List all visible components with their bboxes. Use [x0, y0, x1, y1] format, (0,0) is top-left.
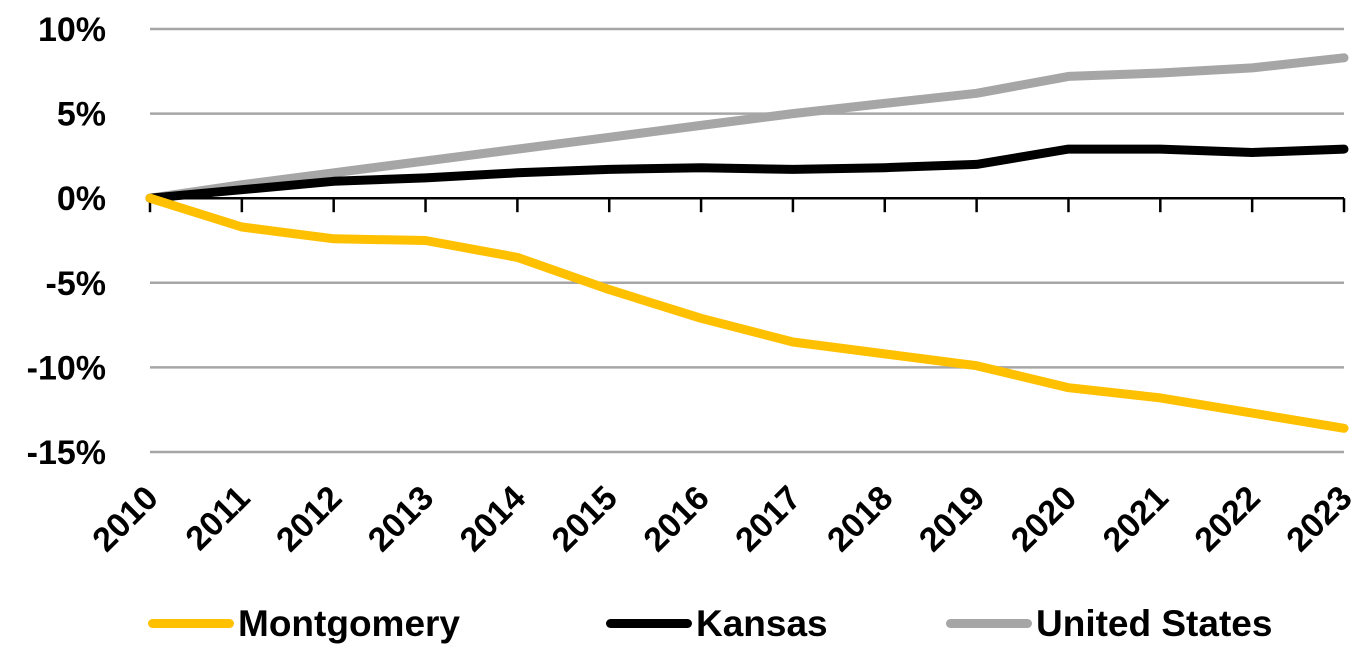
- series-line-montgomery: [145, 193, 1349, 433]
- x-tick-label: 2022: [1187, 479, 1267, 559]
- x-tick-label: 2011: [178, 479, 257, 558]
- y-tick-label: 5%: [57, 96, 106, 134]
- legend-item-montgomery: Montgomery: [148, 600, 460, 647]
- legend-label-kansas: Kansas: [696, 602, 828, 644]
- series-line-kansas: [145, 144, 1349, 203]
- x-tick-label: 2014: [453, 479, 533, 559]
- x-tick-label: 2019: [912, 479, 992, 559]
- x-tick-label: 2017: [728, 479, 808, 559]
- series-lines: [145, 53, 1349, 433]
- y-tick-label: -5%: [46, 265, 106, 303]
- y-tick-label: 10%: [38, 11, 106, 49]
- line-chart: 10%5%0%-5%-10%-15% 2010 2011 2012 2013 2014 2…: [27, 11, 1355, 559]
- x-tick-label: 2015: [545, 479, 625, 559]
- legend-item-kansas: Kansas: [606, 600, 828, 647]
- y-tick-label: -15%: [27, 434, 106, 472]
- gridlines: [150, 27, 1344, 454]
- x-tick-label: 2010: [85, 479, 165, 559]
- y-axis-labels: 10% 5% 0% -5% -10% -15%: [27, 11, 106, 472]
- series-line-united-states: [145, 53, 1349, 203]
- x-tick-label: 2012: [269, 479, 349, 559]
- legend: Montgomery Kansas United States: [0, 600, 1355, 647]
- x-tick-label: 2016: [636, 479, 716, 559]
- legend-swatch-montgomery: [148, 619, 234, 628]
- x-tick-label: 2021: [1096, 479, 1176, 559]
- x-tick-label: 2018: [820, 479, 900, 559]
- legend-swatch-united-states: [946, 619, 1032, 628]
- y-tick-label: -10%: [27, 349, 106, 387]
- x-tick-label: 2013: [361, 479, 441, 559]
- x-tick-label: 2023: [1279, 479, 1355, 559]
- x-axis: [148, 196, 1346, 213]
- legend-item-united-states: United States: [946, 600, 1272, 647]
- legend-swatch-kansas: [606, 619, 692, 628]
- x-tick-label: 2020: [1004, 479, 1084, 559]
- y-tick-label: 0%: [57, 180, 106, 218]
- legend-label-montgomery: Montgomery: [238, 602, 460, 644]
- legend-label-united-states: United States: [1036, 602, 1273, 644]
- x-axis-labels: 2010 2011 2012 2013 2014 2015 2016 2017 2018 2019…: [85, 479, 1355, 559]
